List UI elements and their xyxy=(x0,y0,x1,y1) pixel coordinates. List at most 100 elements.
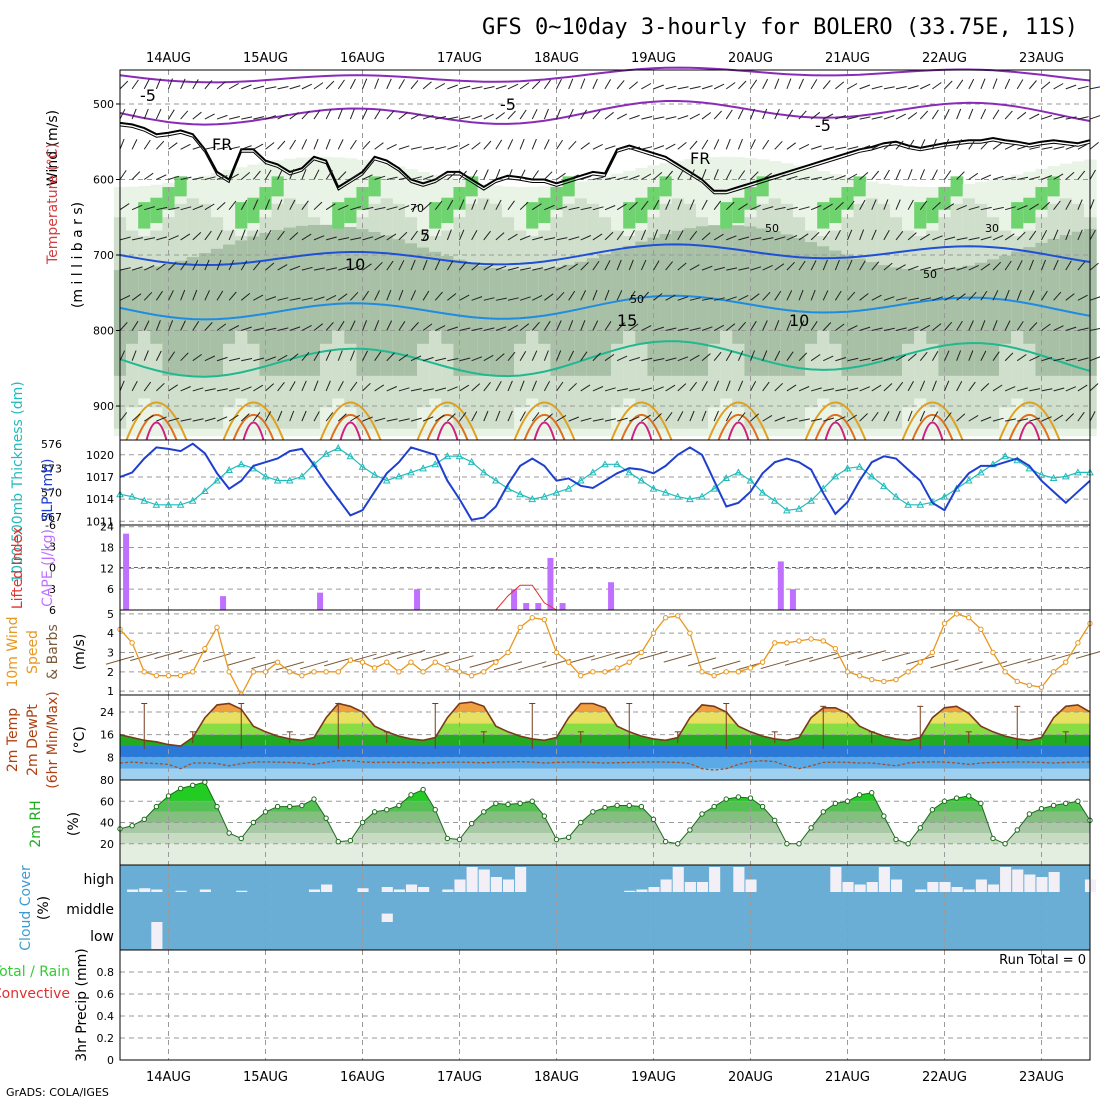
wind-speed-point xyxy=(772,640,778,646)
upper-wind-barb xyxy=(798,233,809,241)
upper-wind-barb xyxy=(750,413,760,422)
temp-band xyxy=(120,723,1090,735)
upper-wind-barb xyxy=(119,412,128,422)
wind-speed-point xyxy=(347,657,354,663)
upper-wind-barb xyxy=(907,169,913,180)
upper-wind-barb xyxy=(689,327,701,331)
rh-point xyxy=(505,801,511,808)
cape-bar xyxy=(123,533,130,610)
upper-wind-barb xyxy=(289,139,297,150)
upper-wind-barb xyxy=(823,355,834,362)
upper-wind-barb xyxy=(459,294,470,301)
upper-wind-barb xyxy=(592,386,604,392)
upper-wind-barb xyxy=(641,116,653,120)
upper-wind-barb xyxy=(459,357,471,362)
rh-point xyxy=(529,798,535,804)
upper-wind-barb xyxy=(337,350,343,361)
upper-wind-barb xyxy=(919,139,926,150)
upper-wind-barb xyxy=(277,86,289,90)
upper-wind-barb xyxy=(471,115,483,120)
upper-wind-barb xyxy=(398,79,405,90)
wind-speed-point xyxy=(432,659,438,665)
upper-wind-barb xyxy=(1089,356,1100,362)
thickness-point xyxy=(382,476,391,484)
wind-speed-point xyxy=(456,669,463,675)
rh-shade-cell xyxy=(1071,231,1085,376)
upper-wind-barb xyxy=(762,414,773,422)
upper-wind-barb xyxy=(313,267,325,271)
upper-wind-barb xyxy=(228,200,237,211)
upper-wind-barb xyxy=(483,381,491,392)
upper-wind-barb xyxy=(568,416,579,422)
upper-wind-barb xyxy=(180,78,186,90)
upper-wind-barb xyxy=(907,199,914,210)
wind-speed-point xyxy=(990,649,996,656)
upper-wind-barb xyxy=(750,380,757,392)
upper-wind-barb xyxy=(568,320,574,331)
upper-wind-barb xyxy=(204,176,216,180)
upper-wind-barb xyxy=(398,260,405,271)
cloud-bar xyxy=(963,889,975,892)
upper-wind-barb xyxy=(459,143,470,150)
upper-wind-barb xyxy=(895,113,907,120)
upper-wind-barb xyxy=(580,351,588,361)
upper-wind-barb xyxy=(847,414,857,422)
wind-speed-point xyxy=(396,669,402,675)
upper-wind-barb xyxy=(919,169,925,180)
upper-wind-barb xyxy=(762,108,768,120)
upper-wind-barb xyxy=(204,388,216,392)
wind-speed-point xyxy=(614,665,620,671)
rh-point xyxy=(990,835,996,842)
upper-wind-barb xyxy=(956,293,966,301)
cloud-level-label: high xyxy=(83,872,114,888)
upper-wind-barb xyxy=(1028,290,1035,301)
rh-shade-cell xyxy=(986,259,1000,376)
upper-wind-barb xyxy=(228,414,239,422)
upper-wind-barb xyxy=(786,206,798,211)
rh-shade-cell xyxy=(550,267,564,376)
thickness-point xyxy=(552,488,561,496)
upper-wind-barb xyxy=(410,417,422,422)
upper-wind-barb xyxy=(313,109,321,120)
upper-wind-barb xyxy=(337,171,347,180)
wind-ylabels: 10m Wind Speed & Barbs (m/s) xyxy=(5,616,88,687)
wind-speed-point xyxy=(796,638,802,644)
upper-wind-barb xyxy=(543,79,552,90)
upper-wind-barb xyxy=(519,138,525,150)
rh-point xyxy=(311,796,317,802)
upper-wind-barb xyxy=(192,79,199,90)
upper-wind-barb xyxy=(665,116,677,120)
upper-wind-barb xyxy=(835,323,845,331)
upper-wind-barb xyxy=(580,320,586,331)
upper-wind-barb xyxy=(180,289,186,301)
upper-wind-barb xyxy=(665,327,677,331)
upper-wind-barb xyxy=(968,381,976,392)
temperature-contour xyxy=(119,243,1091,267)
upper-wind-barb xyxy=(543,320,551,331)
upper-wind-barb xyxy=(253,85,265,90)
surface-wind-barb xyxy=(518,661,547,671)
warm-layer-contour xyxy=(717,413,760,441)
surface-wind-barb xyxy=(324,657,353,667)
upper-wind-barb xyxy=(616,322,625,331)
upper-wind-barb xyxy=(143,350,149,361)
cape-bar xyxy=(608,582,615,610)
upper-wind-barb xyxy=(762,139,770,150)
upper-wind-barb xyxy=(241,116,253,120)
upper-wind-barb xyxy=(435,325,446,331)
precip-tick-label: 0.8 xyxy=(97,966,115,979)
upper-wind-barb xyxy=(762,350,768,361)
upper-wind-barb xyxy=(834,259,840,271)
rh-shade-cell xyxy=(247,197,261,224)
upper-wind-barb xyxy=(810,260,817,271)
upper-wind-barb xyxy=(737,138,743,150)
upper-wind-barb xyxy=(895,264,906,271)
upper-wind-barb xyxy=(531,412,540,422)
upper-wind-barb xyxy=(968,139,976,150)
upper-wind-barb xyxy=(713,380,719,392)
precip-tick-label: 0 xyxy=(107,1054,114,1067)
upper-wind-barb xyxy=(240,293,251,301)
upper-wind-barb xyxy=(689,381,697,392)
